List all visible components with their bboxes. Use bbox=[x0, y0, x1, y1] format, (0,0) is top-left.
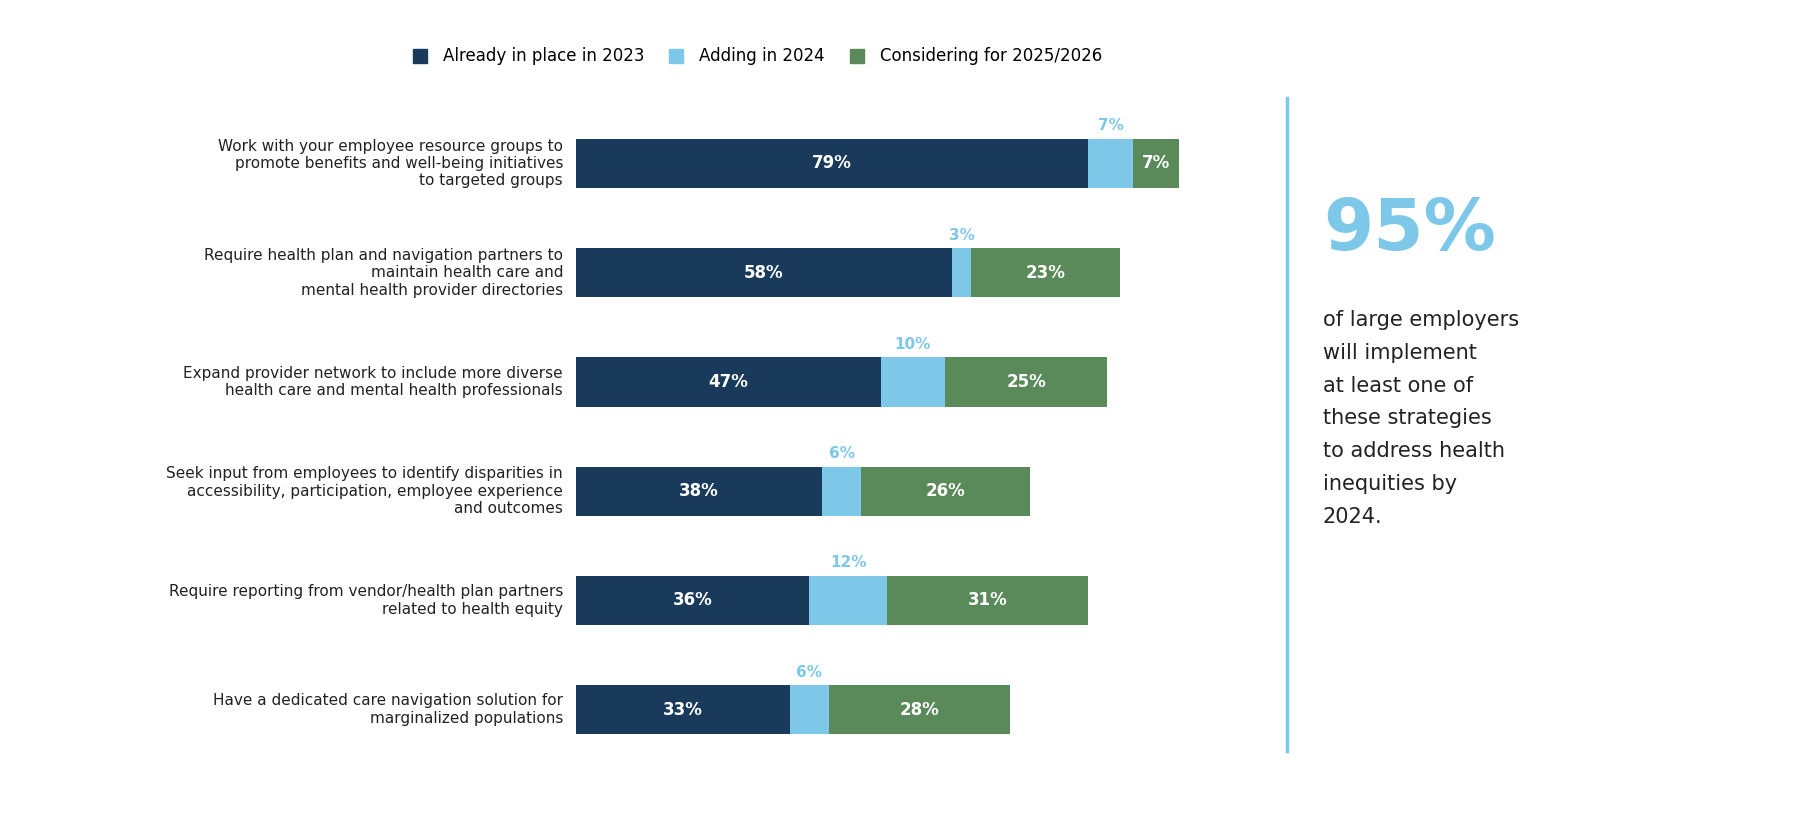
Bar bbox=[945, 357, 1107, 406]
Bar bbox=[576, 248, 952, 297]
Text: 36%: 36% bbox=[673, 592, 713, 610]
Text: 12%: 12% bbox=[830, 556, 866, 570]
Text: 33%: 33% bbox=[662, 701, 702, 719]
Bar bbox=[576, 576, 810, 625]
Text: 38%: 38% bbox=[679, 482, 718, 500]
Text: 47%: 47% bbox=[709, 373, 749, 391]
Text: Seek input from employees to identify disparities in
accessibility, participatio: Seek input from employees to identify di… bbox=[166, 466, 563, 516]
Text: 31%: 31% bbox=[968, 592, 1008, 610]
Bar bbox=[576, 139, 1087, 188]
Bar bbox=[576, 685, 790, 734]
Text: 7%: 7% bbox=[1141, 154, 1170, 172]
Text: 79%: 79% bbox=[812, 154, 851, 172]
Text: Have a dedicated care navigation solution for
marginalized populations: Have a dedicated care navigation solutio… bbox=[212, 694, 563, 726]
Bar bbox=[952, 248, 972, 297]
Bar bbox=[887, 576, 1087, 625]
Text: 95%: 95% bbox=[1323, 196, 1496, 265]
Bar bbox=[576, 357, 880, 406]
Bar bbox=[880, 357, 945, 406]
Text: 3%: 3% bbox=[949, 228, 974, 242]
Bar bbox=[790, 685, 828, 734]
Text: 23%: 23% bbox=[1026, 264, 1066, 282]
Bar bbox=[860, 467, 1030, 516]
Text: 58%: 58% bbox=[743, 264, 783, 282]
Text: 26%: 26% bbox=[925, 482, 965, 500]
Text: 7%: 7% bbox=[1098, 118, 1123, 134]
Bar bbox=[576, 467, 823, 516]
Text: 6%: 6% bbox=[796, 664, 823, 680]
Text: 28%: 28% bbox=[900, 701, 940, 719]
Text: 6%: 6% bbox=[828, 446, 855, 461]
Bar bbox=[972, 248, 1120, 297]
Bar bbox=[823, 467, 860, 516]
Text: 25%: 25% bbox=[1006, 373, 1046, 391]
Bar bbox=[810, 576, 887, 625]
Bar bbox=[1087, 139, 1134, 188]
Text: Expand provider network to include more diverse
health care and mental health pr: Expand provider network to include more … bbox=[184, 366, 563, 398]
Bar bbox=[1134, 139, 1179, 188]
Text: 10%: 10% bbox=[895, 337, 931, 352]
Text: Work with your employee resource groups to
promote benefits and well-being initi: Work with your employee resource groups … bbox=[218, 139, 563, 188]
Bar bbox=[828, 685, 1010, 734]
Text: Require health plan and navigation partners to
maintain health care and
mental h: Require health plan and navigation partn… bbox=[203, 248, 563, 298]
Text: of large employers
will implement
at least one of
these strategies
to address he: of large employers will implement at lea… bbox=[1323, 310, 1519, 527]
Legend: Already in place in 2023, Adding in 2024, Considering for 2025/2026: Already in place in 2023, Adding in 2024… bbox=[405, 38, 1111, 73]
Text: Require reporting from vendor/health plan partners
related to health equity: Require reporting from vendor/health pla… bbox=[169, 584, 563, 617]
